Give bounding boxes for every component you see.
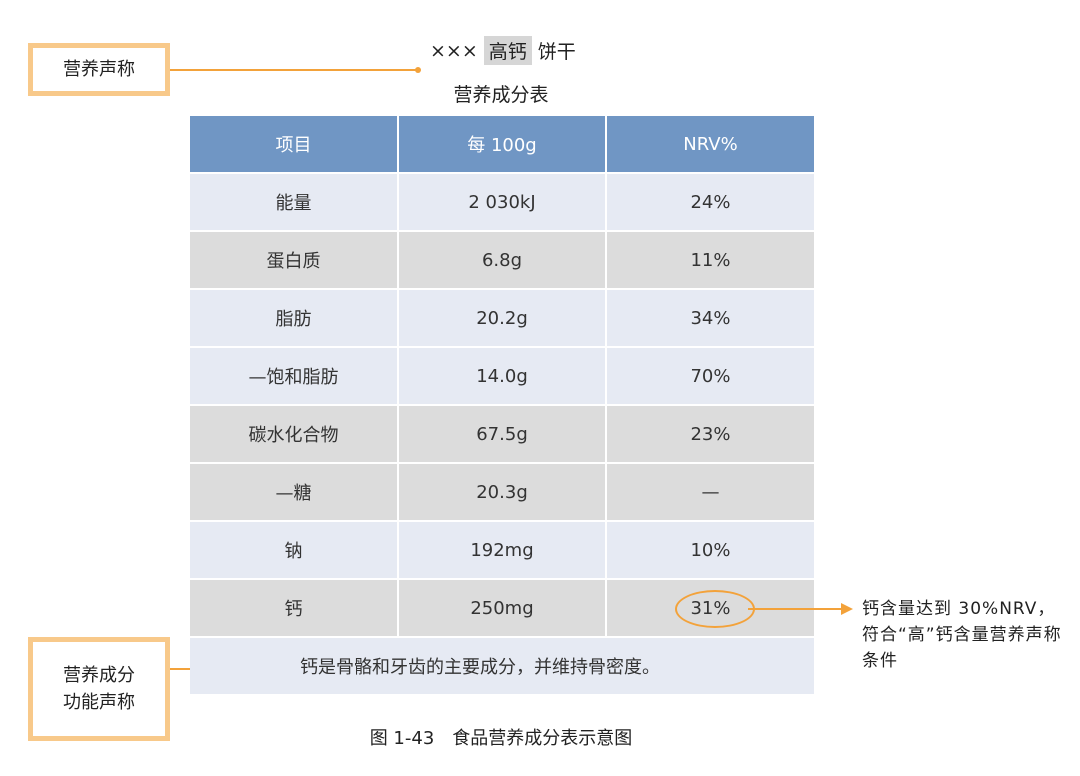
nutrient-nrv: 24%: [606, 173, 814, 232]
table-row: 碳水化合物 67.5g 23%: [190, 405, 814, 464]
high-calcium-note: 钙含量达到 30%NRV，符合“高”钙含量营养声称条件: [862, 599, 1062, 671]
nutrient-name: 钙: [190, 579, 399, 638]
nutrient-nrv: 10%: [606, 521, 814, 580]
note-arrow-line: [748, 608, 843, 610]
highlight-circle: [675, 589, 756, 628]
nutrient-nrv: —: [606, 463, 814, 522]
function-claim-label-line2: 功能声称: [63, 692, 135, 713]
function-claim-label-line1: 营养成分: [63, 665, 135, 686]
nutrition-table: 项目 每 100g NRV% 能量 2 030kJ 24% 蛋白质 6.8g 1…: [190, 116, 814, 696]
nutrient-name: 钠: [190, 521, 399, 580]
figure-caption: 图 1-43 食品营养成分表示意图: [369, 728, 633, 749]
table-row: 钙 250mg 31%: [190, 579, 814, 638]
table-header-row: 项目 每 100g NRV%: [190, 116, 814, 174]
table-row: 能量 2 030kJ 24%: [190, 173, 814, 232]
nutrition-claim-callout: 营养声称: [28, 43, 170, 96]
table-row: —糖 20.3g —: [190, 463, 814, 522]
nutrient-name: —糖: [190, 463, 399, 522]
column-header: 项目: [190, 116, 399, 174]
function-claim-callout: 营养成分 功能声称: [28, 637, 170, 741]
table-footer-row: 钙是骨骼和牙齿的主要成分，并维持骨密度。: [190, 637, 814, 696]
nutrient-amount: 6.8g: [398, 231, 607, 290]
nutrient-nrv: 70%: [606, 347, 814, 406]
nutrient-name: 蛋白质: [190, 231, 399, 290]
nutrient-amount: 14.0g: [398, 347, 607, 406]
arrow-right-icon: [841, 603, 853, 615]
column-header: 每 100g: [398, 116, 607, 174]
nutrient-amount: 20.2g: [398, 289, 607, 348]
nutrition-claim-label: 营养声称: [63, 59, 135, 80]
table-title: 营养成分表: [453, 84, 549, 106]
nutrient-name: —饱和脂肪: [190, 347, 399, 406]
product-prefix: ×××: [430, 39, 478, 62]
table-row: —饱和脂肪 14.0g 70%: [190, 347, 814, 406]
table-row: 钠 192mg 10%: [190, 521, 814, 580]
claim-connector-line: [170, 69, 418, 71]
nutrient-name: 能量: [190, 173, 399, 232]
product-suffix: 饼干: [537, 41, 576, 63]
nutrient-amount: 67.5g: [398, 405, 607, 464]
nutrient-nrv: 34%: [606, 289, 814, 348]
nutrient-amount: 2 030kJ: [398, 173, 607, 232]
nutrient-amount: 192mg: [398, 521, 607, 580]
claim-connector-dot: [415, 67, 421, 73]
function-claim-text: 钙是骨骼和牙齿的主要成分，并维持骨密度。: [190, 637, 814, 696]
nutrient-nrv: 11%: [606, 231, 814, 290]
claim-highlight: 高钙: [483, 36, 532, 65]
nutrient-amount: 250mg: [398, 579, 607, 638]
product-title: ××× 高钙 饼干: [430, 36, 576, 65]
nutrient-name: 脂肪: [190, 289, 399, 348]
column-header: NRV%: [606, 116, 814, 174]
nutrient-nrv: 23%: [606, 405, 814, 464]
table-row: 脂肪 20.2g 34%: [190, 289, 814, 348]
nutrient-amount: 20.3g: [398, 463, 607, 522]
nutrient-name: 碳水化合物: [190, 405, 399, 464]
calcium-nrv-wrap: 31%: [675, 589, 756, 628]
table-row: 蛋白质 6.8g 11%: [190, 231, 814, 290]
